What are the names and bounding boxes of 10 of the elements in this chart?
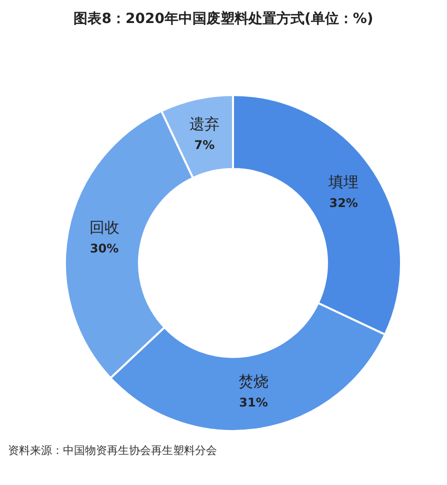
text: 资料来源：中国物资再生协会再生塑料分会 <box>8 443 217 458</box>
slice-label: 回收 <box>89 218 120 236</box>
data-label: 30% <box>90 241 119 256</box>
data-label: 32% <box>329 196 358 210</box>
data-label: 31% <box>239 395 268 410</box>
data-label: 7% <box>194 138 215 152</box>
slice-label: 焚烧 <box>238 372 268 390</box>
slice-label: 填埋 <box>328 172 359 191</box>
slice-label: 遗弃 <box>189 115 220 134</box>
chart-title: 图表8：2020年中国废塑料处置方式(单位：%) <box>72 10 374 28</box>
